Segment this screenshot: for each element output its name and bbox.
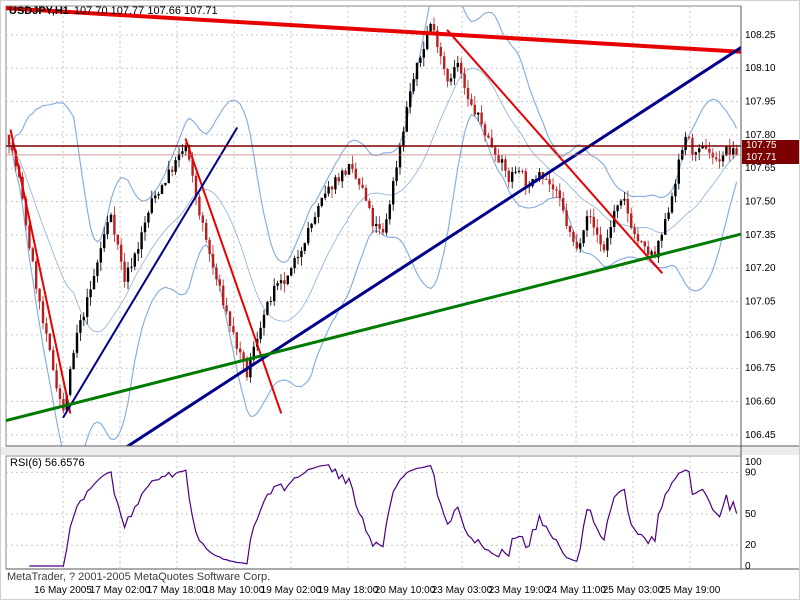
price-tick-label: 106.90 bbox=[745, 330, 776, 341]
rsi-line bbox=[29, 464, 738, 567]
ohlc-readout: 107.70 107.77 107.66 107.71 bbox=[73, 5, 218, 17]
time-tick-label: 23 May 03:00 bbox=[432, 585, 493, 596]
price-tick-label: 106.60 bbox=[745, 397, 776, 408]
price-tick-label: 107.05 bbox=[745, 297, 776, 308]
price-tick-label: 108.10 bbox=[745, 63, 776, 74]
rsi-tick-label: 0 bbox=[745, 561, 751, 572]
rsi-tick-label: 50 bbox=[745, 509, 757, 520]
price-tick-label: 108.25 bbox=[745, 30, 776, 41]
price-tick-label: 107.80 bbox=[745, 130, 776, 141]
time-tick-label: 18 May 10:00 bbox=[204, 585, 265, 596]
rsi-indicator-label: RSI(6) 56.6576 bbox=[10, 457, 85, 469]
time-tick-label: 16 May 2005 bbox=[34, 585, 92, 596]
bid-price-tag: 107.71 bbox=[742, 152, 799, 164]
time-tick-label: 19 May 18:00 bbox=[318, 585, 379, 596]
time-tick-label: 23 May 19:00 bbox=[489, 585, 550, 596]
price-tick-label: 106.45 bbox=[745, 430, 776, 441]
copyright-text: MetaTrader, ? 2001-2005 MetaQuotes Softw… bbox=[7, 571, 271, 583]
price-tick-label: 107.35 bbox=[745, 230, 776, 241]
time-tick-label: 25 May 03:00 bbox=[603, 585, 664, 596]
price-tick-label: 107.65 bbox=[745, 163, 776, 174]
rsi-tick-label: 90 bbox=[745, 467, 757, 478]
price-tick-label: 106.75 bbox=[745, 363, 776, 374]
price-tick-label: 107.50 bbox=[745, 197, 776, 208]
time-tick-label: 25 May 19:00 bbox=[660, 585, 721, 596]
chart-title: USDJPY,H1 107.70 107.77 107.66 107.71 bbox=[9, 5, 218, 17]
time-tick-label: 19 May 02:00 bbox=[261, 585, 322, 596]
time-tick-label: 24 May 11:00 bbox=[546, 585, 606, 596]
hline-price-tag: 107.75 bbox=[742, 140, 799, 152]
candlesticks bbox=[7, 17, 738, 414]
gridlines bbox=[6, 6, 741, 569]
time-tick-label: 17 May 02:00 bbox=[90, 585, 151, 596]
price-tick-label: 107.20 bbox=[745, 263, 776, 274]
trendlines[interactable] bbox=[2, 6, 757, 450]
price-tick-label: 107.95 bbox=[745, 97, 776, 108]
rsi-tick-label: 100 bbox=[745, 457, 762, 468]
rsi-tick-label: 20 bbox=[745, 540, 757, 551]
symbol-period-label: USDJPY,H1 bbox=[9, 5, 69, 17]
time-tick-label: 17 May 18:00 bbox=[147, 585, 208, 596]
time-tick-label: 20 May 10:00 bbox=[375, 585, 436, 596]
